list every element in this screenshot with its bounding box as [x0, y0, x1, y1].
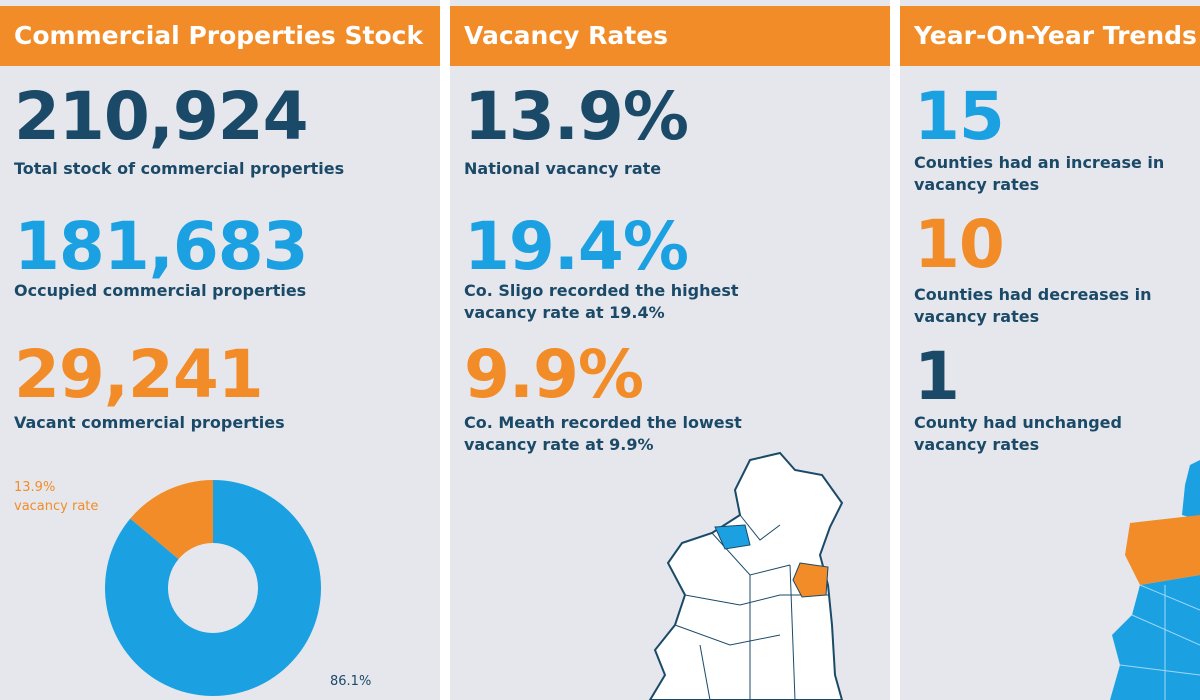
sligo-highlight — [714, 524, 751, 550]
map-region-blue-south — [1110, 575, 1200, 700]
meath-highlight — [792, 562, 829, 598]
decrease-value: 10 — [914, 206, 1005, 283]
vacant-value: 29,241 — [14, 336, 264, 413]
ireland-internal-borders — [674, 514, 830, 700]
ireland-outline — [648, 451, 844, 700]
total-stock-value: 210,924 — [14, 78, 309, 155]
panel-header: Vacancy Rates — [450, 6, 890, 66]
map-borders — [1119, 584, 1200, 700]
ireland-trends-map — [1110, 460, 1200, 700]
donut-label-occupied: 86.1% — [330, 674, 372, 689]
vacant-label: Vacant commercial properties — [14, 413, 285, 432]
total-stock-label: Total stock of commercial properties — [14, 159, 345, 178]
national-rate-label: National vacancy rate — [464, 159, 662, 178]
national-rate-value: 13.9% — [464, 78, 689, 155]
donut-chart — [104, 480, 321, 696]
donut-slice-1 — [104, 480, 321, 696]
highest-rate-value: 19.4% — [464, 208, 689, 285]
ireland-vacancy-map — [648, 451, 844, 700]
donut-slice-0 — [130, 480, 213, 560]
increase-value: 15 — [914, 78, 1005, 155]
panel-trends: Year-On-Year Trends 15 Counties had an i… — [900, 0, 1200, 700]
map-region-blue-north — [1182, 460, 1200, 520]
increase-label: Counties had an increase in vacancy rate… — [914, 153, 1165, 194]
map-region-orange — [1125, 515, 1200, 585]
unchanged-label: County had unchanged vacancy rates — [914, 413, 1122, 454]
panel-stock: Commercial Properties Stock 210,924 Tota… — [0, 0, 440, 700]
lowest-rate-label: Co. Meath recorded the lowest vacancy ra… — [464, 413, 742, 454]
panel-vacancy: Vacancy Rates 13.9% National vacancy rat… — [450, 0, 890, 700]
occupied-value: 181,683 — [14, 208, 309, 285]
panel-header: Year-On-Year Trends — [900, 6, 1200, 66]
highest-rate-label: Co. Sligo recorded the highest vacancy r… — [464, 281, 739, 322]
donut-label-vacant: 13.9% vacancy rate — [14, 480, 99, 514]
occupied-label: Occupied commercial properties — [14, 281, 307, 300]
unchanged-value: 1 — [914, 338, 960, 415]
panel-header: Commercial Properties Stock — [0, 6, 440, 66]
decrease-label: Counties had decreases in vacancy rates — [914, 285, 1152, 326]
lowest-rate-value: 9.9% — [464, 336, 644, 413]
